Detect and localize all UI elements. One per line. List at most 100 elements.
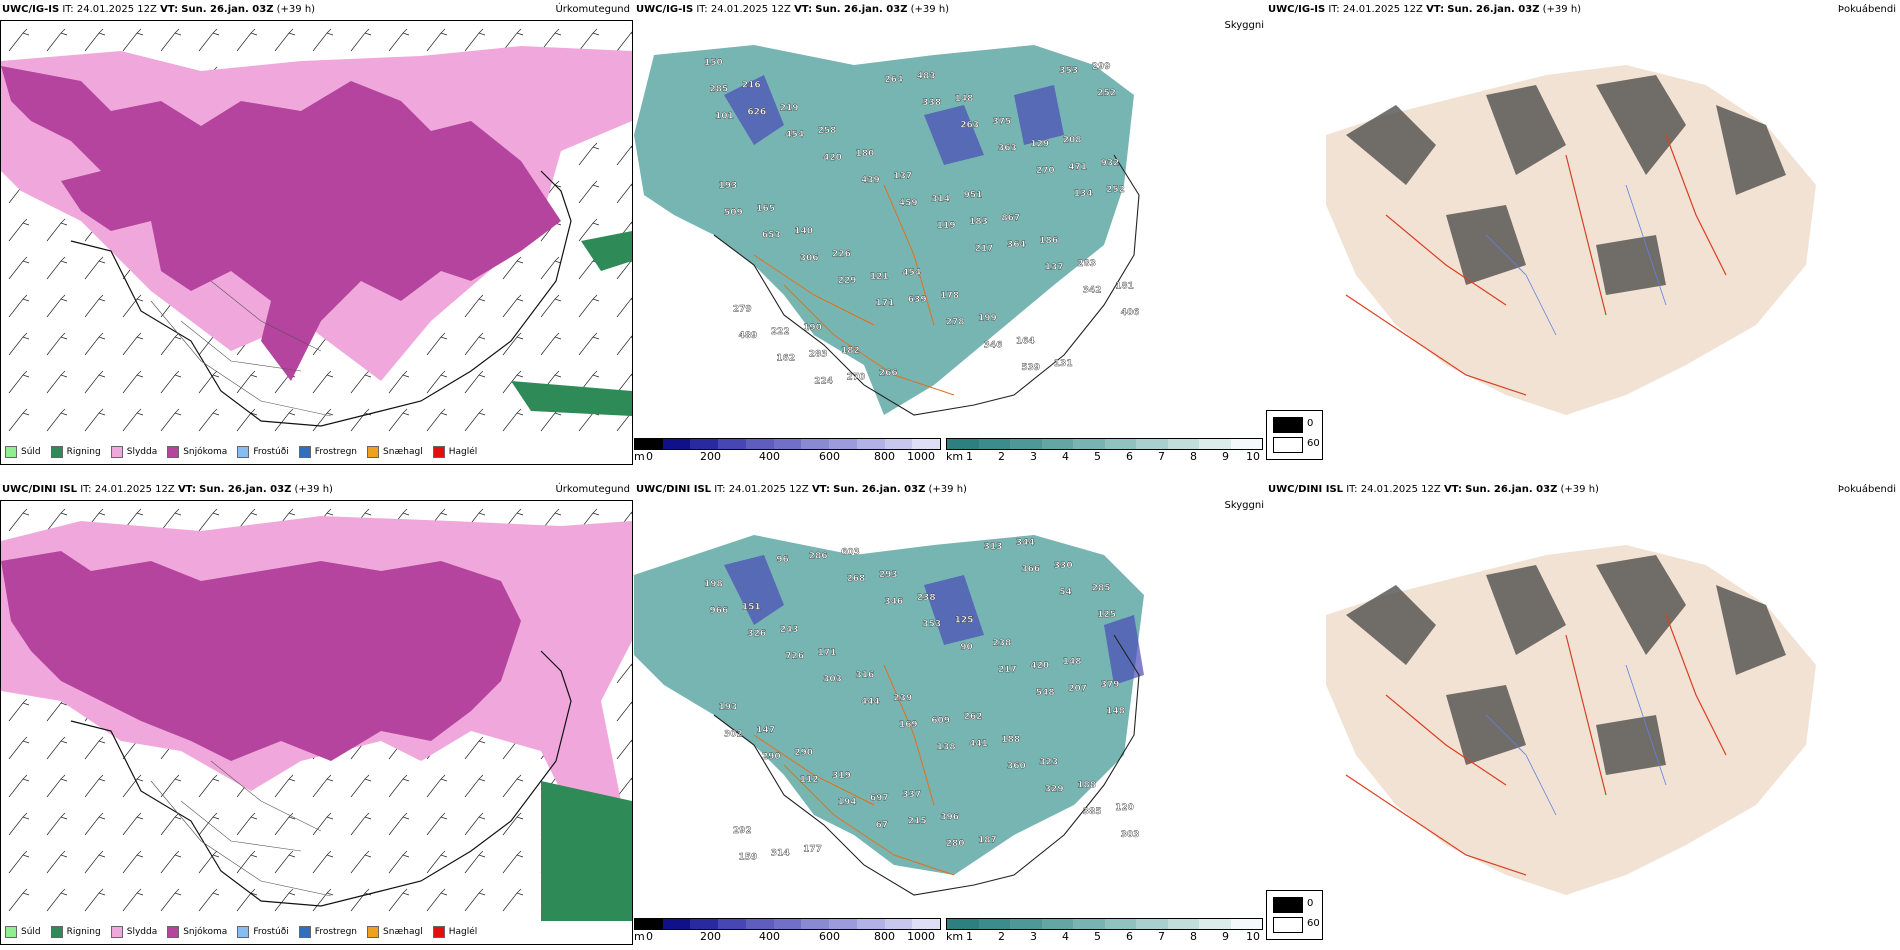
peak-label: 159 [739, 853, 758, 863]
peak-label: 290 [794, 748, 813, 758]
peak-label: 190 [803, 323, 822, 333]
peak-label: 366 [1021, 565, 1040, 575]
panel-title: UWC/DINI ISL IT: 24.01.2025 12Z VT: Sun.… [2, 484, 333, 495]
legend-item: Haglél [432, 446, 477, 458]
peak-labels: 198 262 177 148 337 151 188 603 379 396 243 323 293 1… [704, 538, 1140, 863]
peak-label: 137 [893, 172, 912, 182]
panel-title: UWC/DINI ISL IT: 24.01.2025 12Z VT: Sun.… [636, 484, 967, 495]
peak-label: 867 [1001, 213, 1020, 223]
roads [753, 664, 955, 876]
peak-label: 217 [975, 244, 994, 254]
peak-label: 316 [856, 671, 875, 681]
peak-label: 207 [1068, 684, 1087, 694]
peak-label: 138 [937, 743, 956, 753]
legend-item: Slydda [110, 926, 157, 938]
rivers [1485, 184, 1667, 336]
fog-map-svg [1326, 65, 1816, 415]
visibility-ticks: km 1 2 3 4 5 6 7 8 9 10 [946, 930, 1260, 943]
panel-kind-label: Úrkomutegund [555, 4, 630, 15]
peak-label: 148 [955, 94, 974, 104]
visibility-map-svg: 150 951 190 208 454 216 867 182 932 178 219 186 266 1… [634, 45, 1140, 416]
roads [1345, 614, 1727, 876]
peak-label: 626 [747, 107, 766, 117]
peak-label: 379 [1101, 680, 1120, 690]
peak-label: 90 [960, 642, 973, 652]
peak-label: 151 [742, 602, 761, 612]
peak-label: 639 [908, 295, 927, 305]
peak-label: 353 [922, 620, 941, 630]
peak-label: 188 [1077, 780, 1096, 790]
fog-legend-black [1273, 897, 1303, 913]
snow-area [1, 66, 561, 381]
peak-label: 226 [832, 249, 851, 259]
peak-label: 459 [899, 198, 918, 208]
peak-label: 208 [1063, 136, 1082, 146]
fog-panel-1: UWC/IG-IS IT: 24.01.2025 12Z VT: Sun. 26… [1266, 0, 1900, 465]
peak-label: 129 [1030, 140, 1049, 150]
peak-label: 243 [780, 625, 799, 635]
peak-label: 148 [1063, 657, 1082, 667]
peak-label: 137 [1045, 263, 1064, 273]
peak-label: 344 [1016, 538, 1035, 548]
peak-label: 194 [838, 798, 857, 808]
panel-kind-label: Skyggni [1224, 20, 1264, 31]
peak-label: 966 [710, 606, 729, 616]
panel-kind-label: Skyggni [1224, 500, 1264, 511]
peak-label: 171 [876, 299, 895, 309]
visibility-ticks: km 1 2 3 4 5 6 7 8 9 10 [946, 450, 1260, 463]
peak-label: 140 [794, 227, 813, 237]
peak-label: 270 [1036, 166, 1055, 176]
peak-label: 653 [762, 231, 781, 241]
peak-label: 441 [969, 739, 988, 749]
ptype-legend: Súld Rigning Slydda Snjókoma Frostúði Fr… [5, 926, 477, 938]
ptype-map: Súld Rigning Slydda Snjókoma Frostúði Fr… [0, 20, 633, 465]
peak-label: 238 [917, 593, 936, 603]
peak-label: 283 [809, 350, 828, 360]
row1: UWC/IG-IS IT: 24.01.2025 12Z VT: Sun. 26… [0, 0, 1900, 470]
peak-label: 313 [984, 542, 1003, 552]
peak-label: 169 [899, 720, 918, 730]
peak-label: 183 [969, 217, 988, 227]
peak-label: 375 [993, 117, 1012, 127]
legend-item: Frostregn [298, 926, 357, 938]
peak-label: 420 [1030, 661, 1049, 671]
ptype-map: Súld Rigning Slydda Snjókoma Frostúði Fr… [0, 500, 633, 945]
fog-panel-2: UWC/DINI ISL IT: 24.01.2025 12Z VT: Sun.… [1266, 480, 1900, 945]
peak-label: 182 [841, 346, 860, 356]
height-ticks: m 0 200 400 600 800 1000 [634, 450, 935, 463]
peak-label: 726 [785, 652, 804, 662]
peak-label: 338 [922, 98, 941, 108]
peak-label: 67 [876, 820, 889, 830]
peak-label: 283 [1077, 259, 1096, 269]
fog-legend: 0 60 [1266, 410, 1323, 460]
peak-label: 439 [861, 176, 880, 186]
peak-label: 314 [931, 194, 950, 204]
peak-label: 54 [1059, 587, 1072, 597]
peak-label: 603 [841, 547, 860, 557]
peak-label: 198 [704, 580, 723, 590]
peak-label: 303 [1121, 830, 1140, 840]
peak-label: 539 [1021, 363, 1040, 373]
peak-label: 306 [800, 253, 819, 263]
legend-item: Súld [5, 446, 41, 458]
legend-item: Frostúði [237, 926, 289, 938]
peak-label: 697 [870, 794, 889, 804]
peak-label: 609 [931, 716, 950, 726]
roads [1345, 134, 1727, 396]
peak-label: 360 [1007, 762, 1026, 772]
peak-label: 101 [715, 111, 734, 121]
peak-label: 171 [818, 648, 837, 658]
peak-label: 217 [998, 665, 1017, 675]
peak-label: 112 [800, 775, 819, 785]
visibility-panel-2: UWC/DINI ISL IT: 24.01.2025 12Z VT: Sun.… [634, 480, 1268, 945]
fog-legend-white [1273, 917, 1303, 933]
panel-kind-label: Þokuábendi [1837, 484, 1896, 495]
peak-label: 337 [902, 790, 921, 800]
peak-label: 489 [739, 331, 758, 341]
peak-label: 258 [818, 126, 837, 136]
legend-item: Snæhagl [367, 446, 423, 458]
coastline [713, 634, 1140, 896]
coastline [70, 650, 572, 907]
coastline [70, 170, 572, 427]
peak-label: 353 [1059, 66, 1078, 76]
